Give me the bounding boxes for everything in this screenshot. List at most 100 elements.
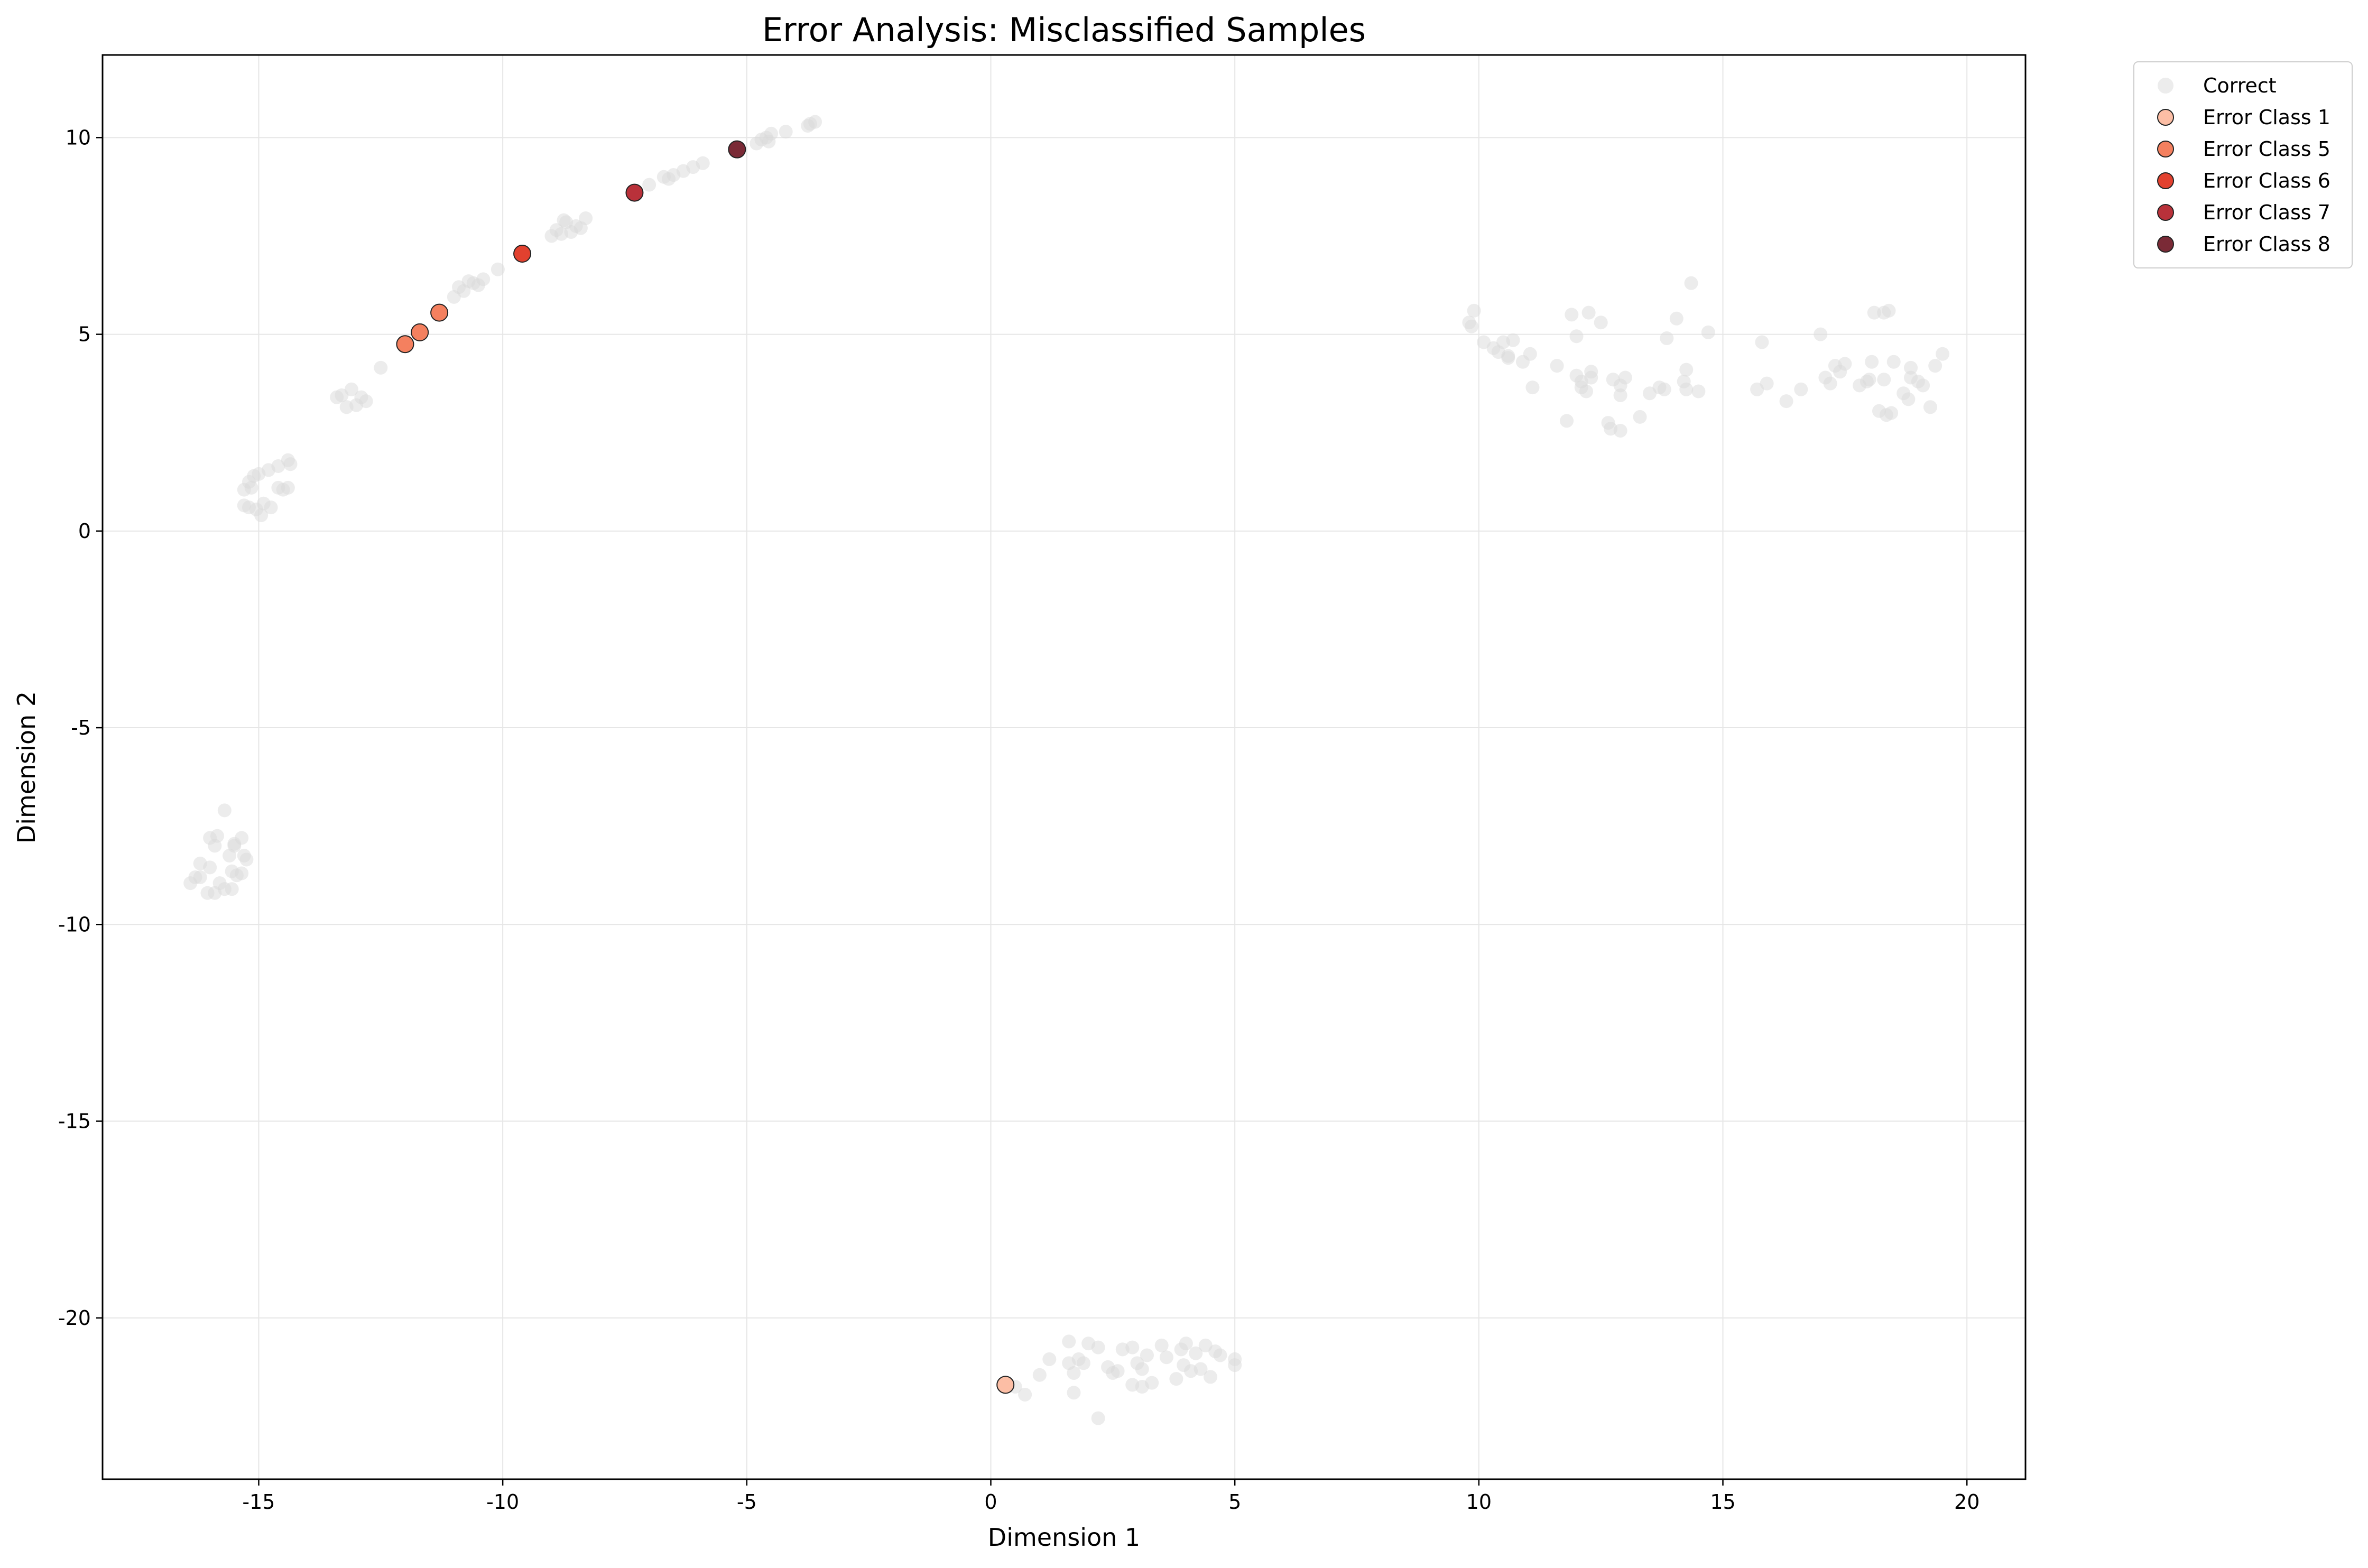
correct-point [283,457,298,471]
correct-point [557,213,571,227]
correct-point [1923,400,1937,414]
correct-point [1865,355,1879,369]
correct-point [762,134,776,149]
correct-point [1814,327,1828,341]
x-tick-label: -5 [737,1490,757,1514]
correct-point [1904,360,1918,375]
legend-label: Error Class 1 [2203,106,2330,129]
correct-point [217,803,232,818]
correct-point [1091,1340,1105,1354]
correct-point [779,125,793,139]
correct-point [237,498,251,513]
correct-point [1525,381,1540,395]
correct-point [662,172,676,186]
y-axis-label: Dimension 2 [12,691,41,843]
correct-point [1042,1352,1057,1366]
error-point [396,335,414,354]
y-tick-label: -10 [58,913,91,936]
y-tick-label: 5 [78,323,91,346]
correct-point [1062,1334,1076,1349]
correct-point [1884,406,1899,420]
correct-point [642,178,656,192]
legend-marker [2157,141,2174,157]
correct-point [227,839,242,853]
correct-point [1755,335,1769,349]
correct-point [1679,363,1694,377]
correct-point [1581,305,1596,320]
error-point [996,1376,1015,1394]
correct-point [696,156,710,170]
correct-point [1584,365,1598,379]
correct-point [1691,384,1706,398]
plot-area-frame [101,54,2027,1480]
correct-point [1189,1346,1203,1360]
correct-point [447,290,461,304]
y-tick-label: -15 [58,1110,91,1133]
legend: Correct Error Class 1 Error Class 5 Error C… [2133,61,2353,268]
correct-point [1523,347,1537,361]
correct-point [1779,394,1793,409]
correct-point [1886,355,1901,369]
x-tick-label: -15 [242,1490,275,1514]
legend-label: Error Class 8 [2203,233,2330,256]
correct-point [1679,382,1694,396]
x-tick-label: 20 [1954,1490,1980,1514]
correct-point [1018,1387,1032,1402]
error-point [411,323,429,341]
grid-lines [103,55,2025,1479]
correct-point [1076,1356,1090,1370]
y-tick-label: 0 [78,519,91,543]
correct-point [1467,303,1481,318]
correct-point [1111,1364,1125,1378]
x-tick-label: 0 [984,1490,997,1514]
correct-point [1579,384,1593,398]
correct-point [1877,373,1891,387]
correct-point [1862,373,1876,387]
error-point [625,183,644,202]
error-point [513,244,532,263]
legend-marker [2157,109,2174,126]
correct-point [1928,359,1942,373]
correct-point [544,229,559,243]
correct-point [1669,311,1684,326]
correct-point [801,119,815,133]
correct-point [1032,1368,1047,1382]
legend-label: Error Class 6 [2203,169,2330,192]
x-tick-label: 10 [1466,1490,1492,1514]
correct-point [1169,1372,1183,1386]
correct-point [1657,382,1671,396]
legend-marker [2157,204,2174,221]
correct-point [183,876,198,890]
correct-point [461,274,476,289]
correct-point [1550,359,1564,373]
correct-point [1594,316,1608,330]
correct-point [1125,1340,1140,1354]
correct-point [1135,1362,1149,1376]
correct-point [281,480,295,495]
correct-point [1213,1348,1227,1362]
correct-point [1501,349,1515,363]
correct-point [264,500,278,515]
correct-point [1936,347,1950,361]
correct-point [1560,414,1574,428]
correct-point [1882,303,1896,318]
correct-point [330,390,344,404]
y-tick-label: -20 [58,1306,91,1330]
correct-point [374,360,388,375]
error-point [728,140,746,159]
correct-point [1569,329,1584,344]
correct-point [1916,378,1930,393]
correct-point [1838,357,1852,371]
chart-title: Error Analysis: Misclassified Samples [762,11,1366,49]
legend-label: Error Class 5 [2203,137,2330,161]
correct-point [1179,1337,1193,1351]
legend-marker [2157,172,2174,189]
x-tick-label: 5 [1228,1490,1241,1514]
correct-point [1194,1362,1208,1376]
correct-point [1154,1338,1169,1352]
legend-marker [2158,78,2173,94]
correct-point [1464,319,1478,333]
x-axis-label: Dimension 1 [988,1523,1140,1552]
